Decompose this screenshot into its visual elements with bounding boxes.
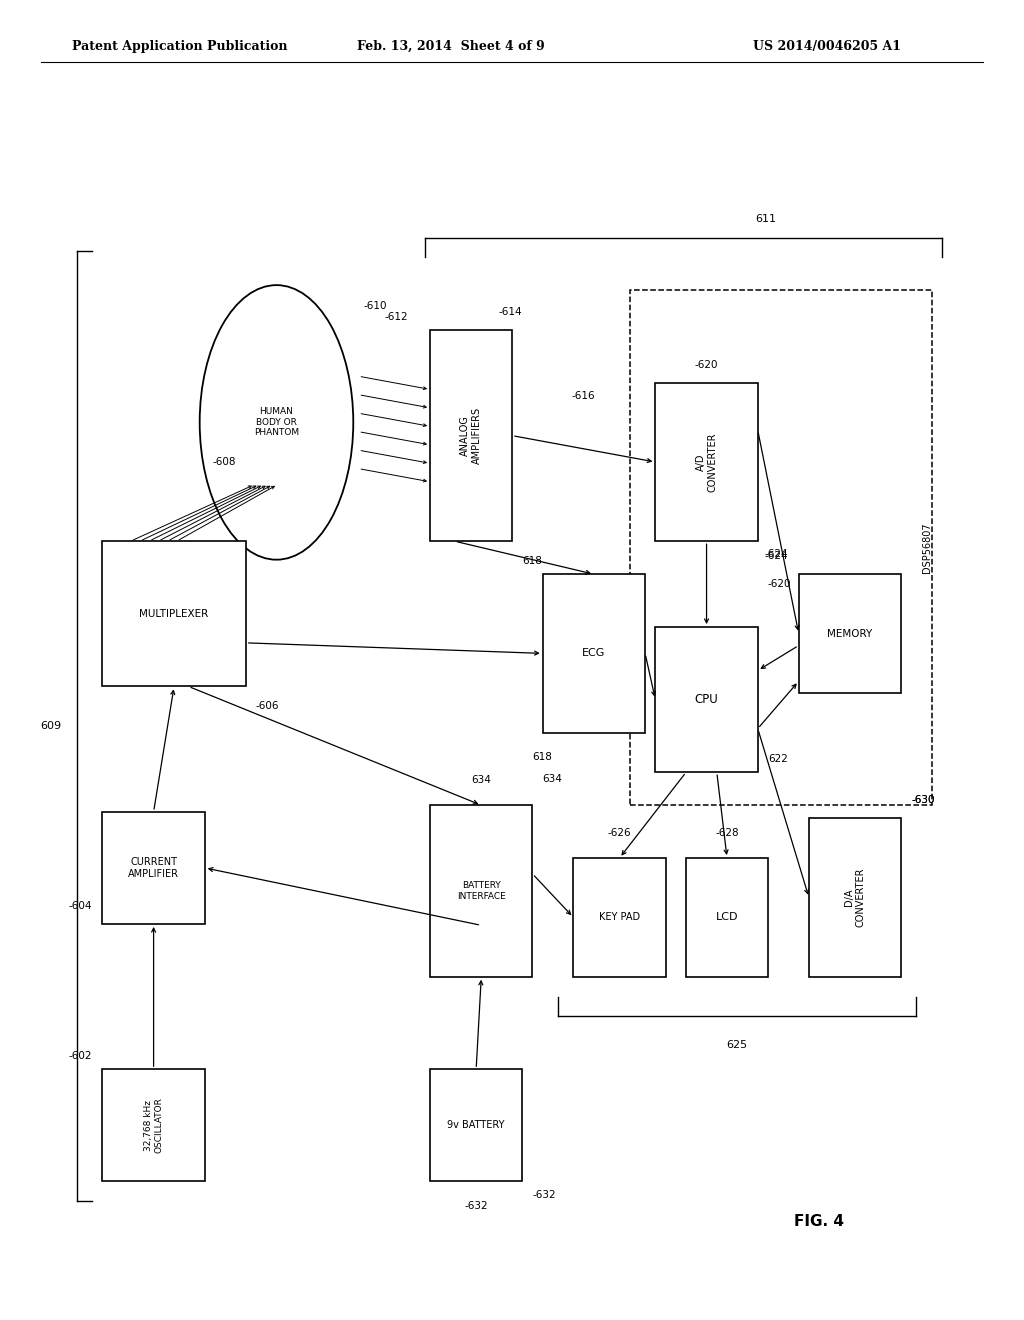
Text: -626: -626	[607, 828, 632, 838]
Text: -632: -632	[464, 1201, 488, 1212]
Text: -606: -606	[256, 701, 280, 711]
Text: -604: -604	[69, 900, 92, 911]
FancyBboxPatch shape	[430, 330, 512, 541]
Text: -620: -620	[768, 579, 792, 589]
FancyBboxPatch shape	[102, 541, 246, 686]
Text: 618: 618	[522, 556, 542, 566]
Text: -632: -632	[532, 1189, 556, 1200]
FancyBboxPatch shape	[102, 1069, 205, 1181]
FancyBboxPatch shape	[573, 858, 666, 977]
Text: -624: -624	[765, 549, 788, 560]
Text: Patent Application Publication: Patent Application Publication	[72, 40, 287, 53]
FancyBboxPatch shape	[543, 574, 645, 733]
Text: MEMORY: MEMORY	[827, 628, 872, 639]
FancyBboxPatch shape	[430, 805, 532, 977]
Text: 9v BATTERY: 9v BATTERY	[447, 1121, 505, 1130]
Text: KEY PAD: KEY PAD	[599, 912, 640, 923]
Text: LCD: LCD	[716, 912, 738, 923]
Text: MULTIPLEXER: MULTIPLEXER	[139, 609, 209, 619]
Text: -630: -630	[911, 795, 935, 805]
FancyBboxPatch shape	[430, 1069, 522, 1181]
Text: 625: 625	[727, 1040, 748, 1051]
Text: BATTERY
INTERFACE: BATTERY INTERFACE	[457, 882, 506, 900]
Text: D/A
CONVERTER: D/A CONVERTER	[844, 867, 866, 928]
Text: ECG: ECG	[583, 648, 605, 659]
Text: CPU: CPU	[694, 693, 719, 706]
FancyBboxPatch shape	[686, 858, 768, 977]
Text: 622: 622	[768, 754, 787, 764]
FancyBboxPatch shape	[809, 818, 901, 977]
FancyBboxPatch shape	[630, 290, 932, 805]
Text: -628: -628	[715, 828, 739, 838]
Text: ANALOG
AMPLIFIERS: ANALOG AMPLIFIERS	[460, 407, 482, 465]
Text: -630: -630	[911, 795, 935, 805]
Text: -610: -610	[364, 301, 387, 312]
Text: US 2014/0046205 A1: US 2014/0046205 A1	[753, 40, 901, 53]
Text: -608: -608	[212, 457, 236, 467]
Text: Feb. 13, 2014  Sheet 4 of 9: Feb. 13, 2014 Sheet 4 of 9	[356, 40, 545, 53]
FancyBboxPatch shape	[799, 574, 901, 693]
Text: 32,768 kHz
OSCILLATOR: 32,768 kHz OSCILLATOR	[144, 1097, 163, 1154]
Text: A/D
CONVERTER: A/D CONVERTER	[695, 432, 718, 492]
Text: DSP56807: DSP56807	[922, 523, 932, 573]
Text: 609: 609	[40, 721, 61, 731]
Text: -612: -612	[384, 312, 408, 322]
Text: FIG. 4: FIG. 4	[795, 1213, 844, 1229]
Text: -614: -614	[499, 306, 522, 317]
Text: CURRENT
AMPLIFIER: CURRENT AMPLIFIER	[128, 857, 179, 879]
FancyBboxPatch shape	[102, 812, 205, 924]
FancyBboxPatch shape	[655, 627, 758, 772]
Text: -624: -624	[765, 550, 788, 561]
Text: -616: -616	[571, 391, 596, 401]
Text: -620: -620	[695, 359, 718, 370]
Text: HUMAN
BODY OR
PHANTOM: HUMAN BODY OR PHANTOM	[254, 408, 299, 437]
Text: 634: 634	[471, 775, 492, 785]
Text: 611: 611	[755, 214, 776, 224]
Ellipse shape	[200, 285, 353, 560]
Text: 618: 618	[532, 752, 552, 763]
FancyBboxPatch shape	[655, 383, 758, 541]
Text: -602: -602	[69, 1051, 92, 1061]
Text: 634: 634	[543, 774, 562, 784]
